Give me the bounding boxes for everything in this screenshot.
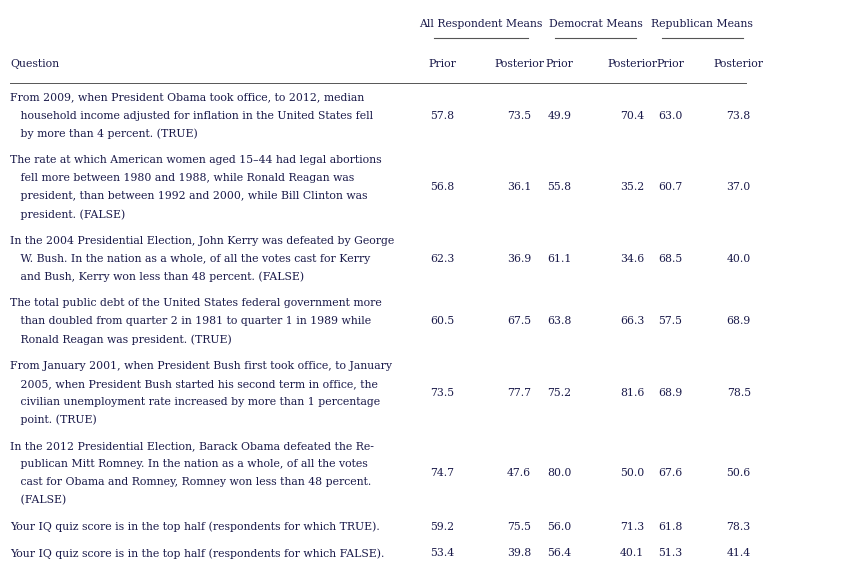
Text: 66.3: 66.3	[619, 316, 643, 326]
Text: 62.3: 62.3	[430, 254, 454, 264]
Text: 59.2: 59.2	[430, 522, 454, 532]
Text: 40.1: 40.1	[619, 548, 643, 558]
Text: From January 2001, when President Bush first took office, to January: From January 2001, when President Bush f…	[10, 360, 392, 371]
Text: Posterior: Posterior	[606, 59, 656, 69]
Text: Prior: Prior	[656, 59, 683, 69]
Text: 71.3: 71.3	[619, 522, 643, 532]
Text: 50.0: 50.0	[619, 468, 643, 478]
Text: 80.0: 80.0	[547, 468, 571, 478]
Text: 50.6: 50.6	[726, 468, 750, 478]
Text: 56.0: 56.0	[547, 522, 571, 532]
Text: 75.2: 75.2	[547, 388, 571, 398]
Text: Democrat Means: Democrat Means	[548, 19, 641, 29]
Text: 73.5: 73.5	[507, 111, 531, 121]
Text: From 2009, when President Obama took office, to 2012, median: From 2009, when President Obama took off…	[10, 93, 364, 103]
Text: 61.8: 61.8	[658, 522, 682, 532]
Text: by more than 4 percent. (TRUE): by more than 4 percent. (TRUE)	[10, 129, 198, 139]
Text: Posterior: Posterior	[713, 59, 763, 69]
Text: and Bush, Kerry won less than 48 percent. (FALSE): and Bush, Kerry won less than 48 percent…	[10, 272, 304, 282]
Text: Question: Question	[10, 59, 60, 69]
Text: 73.8: 73.8	[726, 111, 750, 121]
Text: 60.5: 60.5	[430, 316, 454, 326]
Text: In the 2004 Presidential Election, John Kerry was defeated by George: In the 2004 Presidential Election, John …	[10, 236, 394, 246]
Text: 78.3: 78.3	[726, 522, 750, 532]
Text: 53.4: 53.4	[430, 548, 454, 558]
Text: 55.8: 55.8	[547, 182, 571, 192]
Text: 47.6: 47.6	[507, 468, 531, 478]
Text: Republican Means: Republican Means	[651, 19, 752, 29]
Text: 67.6: 67.6	[658, 468, 682, 478]
Text: 34.6: 34.6	[619, 254, 643, 264]
Text: All Respondent Means: All Respondent Means	[419, 19, 542, 29]
Text: president. (FALSE): president. (FALSE)	[10, 209, 125, 220]
Text: 49.9: 49.9	[547, 111, 571, 121]
Text: household income adjusted for inflation in the United States fell: household income adjusted for inflation …	[10, 111, 373, 121]
Text: In the 2012 Presidential Election, Barack Obama defeated the Re-: In the 2012 Presidential Election, Barac…	[10, 441, 374, 452]
Text: Your IQ quiz score is in the top half (respondents for which FALSE).: Your IQ quiz score is in the top half (r…	[10, 548, 384, 559]
Text: 70.4: 70.4	[619, 111, 643, 121]
Text: 77.7: 77.7	[507, 388, 531, 398]
Text: 60.7: 60.7	[658, 182, 682, 192]
Text: 2005, when President Bush started his second term in office, the: 2005, when President Bush started his se…	[10, 379, 378, 388]
Text: 39.8: 39.8	[507, 548, 531, 558]
Text: 73.5: 73.5	[430, 388, 454, 398]
Text: 63.8: 63.8	[547, 316, 571, 326]
Text: Prior: Prior	[428, 59, 456, 69]
Text: 36.9: 36.9	[507, 254, 531, 264]
Text: 63.0: 63.0	[658, 111, 682, 121]
Text: 35.2: 35.2	[619, 182, 643, 192]
Text: than doubled from quarter 2 in 1981 to quarter 1 in 1989 while: than doubled from quarter 2 in 1981 to q…	[10, 316, 371, 326]
Text: 57.5: 57.5	[658, 316, 682, 326]
Text: 36.1: 36.1	[507, 182, 531, 192]
Text: (FALSE): (FALSE)	[10, 496, 67, 506]
Text: 68.5: 68.5	[658, 254, 682, 264]
Text: Your IQ quiz score is in the top half (respondents for which TRUE).: Your IQ quiz score is in the top half (r…	[10, 522, 380, 532]
Text: Posterior: Posterior	[494, 59, 543, 69]
Text: W. Bush. In the nation as a whole, of all the votes cast for Kerry: W. Bush. In the nation as a whole, of al…	[10, 254, 370, 264]
Text: 68.9: 68.9	[726, 316, 750, 326]
Text: 56.4: 56.4	[547, 548, 571, 558]
Text: 75.5: 75.5	[507, 522, 531, 532]
Text: civilian unemployment rate increased by more than 1 percentage: civilian unemployment rate increased by …	[10, 397, 380, 407]
Text: Ronald Reagan was president. (TRUE): Ronald Reagan was president. (TRUE)	[10, 334, 232, 345]
Text: The total public debt of the United States federal government more: The total public debt of the United Stat…	[10, 298, 381, 308]
Text: cast for Obama and Romney, Romney won less than 48 percent.: cast for Obama and Romney, Romney won le…	[10, 477, 371, 488]
Text: 81.6: 81.6	[619, 388, 643, 398]
Text: Prior: Prior	[545, 59, 572, 69]
Text: fell more between 1980 and 1988, while Ronald Reagan was: fell more between 1980 and 1988, while R…	[10, 173, 354, 183]
Text: 40.0: 40.0	[726, 254, 750, 264]
Text: 61.1: 61.1	[547, 254, 571, 264]
Text: 57.8: 57.8	[430, 111, 454, 121]
Text: point. (TRUE): point. (TRUE)	[10, 415, 97, 425]
Text: 78.5: 78.5	[726, 388, 750, 398]
Text: 41.4: 41.4	[726, 548, 750, 558]
Text: 67.5: 67.5	[507, 316, 531, 326]
Text: 51.3: 51.3	[658, 548, 682, 558]
Text: publican Mitt Romney. In the nation as a whole, of all the votes: publican Mitt Romney. In the nation as a…	[10, 460, 368, 469]
Text: 56.8: 56.8	[430, 182, 454, 192]
Text: 37.0: 37.0	[726, 182, 750, 192]
Text: The rate at which American women aged 15–44 had legal abortions: The rate at which American women aged 15…	[10, 155, 381, 165]
Text: 68.9: 68.9	[658, 388, 682, 398]
Text: president, than between 1992 and 2000, while Bill Clinton was: president, than between 1992 and 2000, w…	[10, 191, 368, 201]
Text: 74.7: 74.7	[430, 468, 454, 478]
